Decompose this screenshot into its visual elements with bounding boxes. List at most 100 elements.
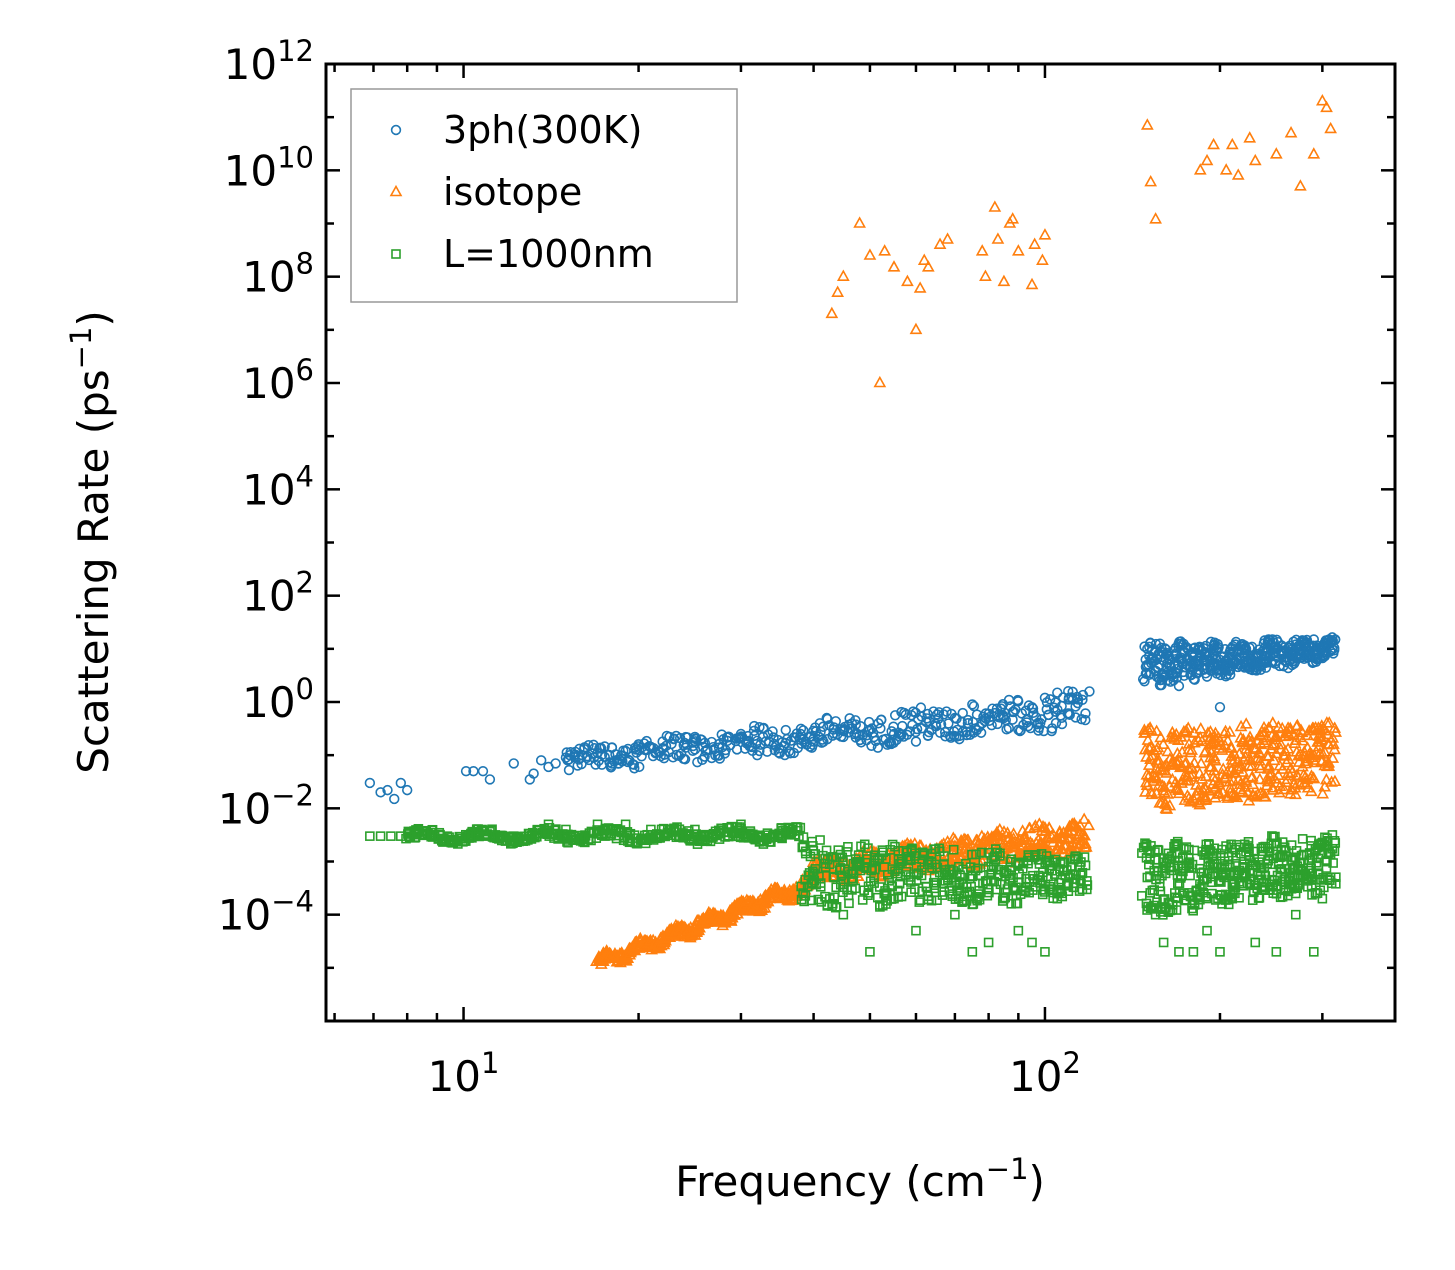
data-point xyxy=(1194,722,1208,734)
data-point xyxy=(825,306,839,319)
data-point xyxy=(1174,878,1185,888)
data-point xyxy=(781,733,793,745)
data-point xyxy=(1278,744,1292,756)
data-point xyxy=(1219,163,1233,175)
data-point xyxy=(1145,787,1159,800)
data-point xyxy=(1252,745,1266,758)
data-point xyxy=(389,793,400,805)
data-point xyxy=(1156,679,1167,691)
data-point xyxy=(706,736,717,748)
data-point xyxy=(386,831,396,841)
data-point xyxy=(679,737,690,749)
data-point xyxy=(1080,860,1091,871)
data-point xyxy=(1266,738,1279,751)
data-point xyxy=(1290,909,1301,920)
data-point xyxy=(967,947,978,957)
data-point xyxy=(1028,237,1042,249)
data-point xyxy=(1202,925,1212,936)
data-point xyxy=(1208,753,1222,766)
data-point xyxy=(1227,648,1238,660)
data-point xyxy=(1036,253,1049,265)
data-point xyxy=(1271,947,1282,957)
data-point xyxy=(842,847,852,857)
data-point xyxy=(1236,765,1250,777)
data-point xyxy=(1271,768,1285,781)
data-point xyxy=(1322,716,1336,728)
data-point xyxy=(965,873,975,884)
data-point xyxy=(473,831,484,841)
data-point xyxy=(508,758,519,769)
data-point xyxy=(917,253,931,265)
data-point xyxy=(1318,724,1332,736)
data-point xyxy=(1158,655,1169,666)
data-point xyxy=(796,881,806,892)
data-point xyxy=(1238,750,1252,762)
data-point xyxy=(1290,639,1301,650)
data-point xyxy=(1194,756,1208,769)
data-point xyxy=(910,736,922,747)
y-tick-label: 1012 xyxy=(224,34,314,89)
data-point xyxy=(808,845,819,856)
y-tick-label: 100 xyxy=(242,672,314,727)
data-point xyxy=(863,881,874,892)
data-point xyxy=(1193,163,1207,175)
data-point xyxy=(592,819,603,830)
data-point xyxy=(873,375,887,388)
data-point xyxy=(1145,748,1159,761)
data-point xyxy=(1312,888,1323,898)
data-point xyxy=(482,831,493,841)
data-point xyxy=(806,879,816,889)
data-point xyxy=(863,888,874,898)
axis-ticks: 10−4 10−2 100 102 104 106 108 1010 1012 101 102 xyxy=(218,34,1397,1101)
data-point xyxy=(1188,756,1201,768)
data-point xyxy=(1153,845,1164,856)
data-point xyxy=(1287,776,1301,789)
data-point xyxy=(1201,671,1213,682)
data-point xyxy=(1079,836,1092,849)
data-point xyxy=(1279,842,1290,852)
legend-label: L=1000nm xyxy=(443,232,654,276)
data-point xyxy=(991,232,1005,244)
data-point xyxy=(773,747,784,758)
data-point xyxy=(1142,872,1153,883)
data-point xyxy=(863,248,877,260)
data-point xyxy=(917,865,927,875)
data-point xyxy=(646,824,656,835)
data-point xyxy=(657,736,668,747)
data-point xyxy=(948,844,959,855)
data-point xyxy=(1228,887,1238,897)
data-point xyxy=(1306,863,1316,873)
data-point xyxy=(830,902,841,913)
data-point xyxy=(1223,781,1237,793)
data-point xyxy=(1253,727,1267,740)
data-point xyxy=(1317,893,1328,904)
data-point xyxy=(929,844,939,855)
data-point xyxy=(1304,784,1318,797)
data-point xyxy=(921,260,935,272)
data-point xyxy=(1144,174,1158,187)
data-point xyxy=(1281,742,1295,754)
data-point xyxy=(839,864,850,874)
data-point xyxy=(974,885,985,896)
data-point xyxy=(1160,766,1173,778)
data-point xyxy=(1316,787,1330,799)
data-point xyxy=(1029,819,1042,831)
data-point xyxy=(1001,826,1014,838)
data-point xyxy=(1184,862,1195,872)
data-point xyxy=(1276,851,1286,862)
y-axis-label: Scattering Rate (ps−1) xyxy=(64,310,118,774)
data-point xyxy=(1026,701,1038,713)
data-point xyxy=(964,886,975,897)
data-point xyxy=(1225,137,1239,150)
data-point xyxy=(1328,721,1342,733)
data-point xyxy=(748,720,760,732)
data-point xyxy=(1175,873,1186,883)
data-point xyxy=(633,739,644,750)
data-point xyxy=(1234,892,1244,903)
data-point xyxy=(1328,648,1339,659)
data-point xyxy=(1084,686,1095,697)
data-point xyxy=(838,731,849,743)
data-point xyxy=(1325,872,1336,883)
data-point xyxy=(1225,749,1238,761)
data-point xyxy=(904,726,916,737)
